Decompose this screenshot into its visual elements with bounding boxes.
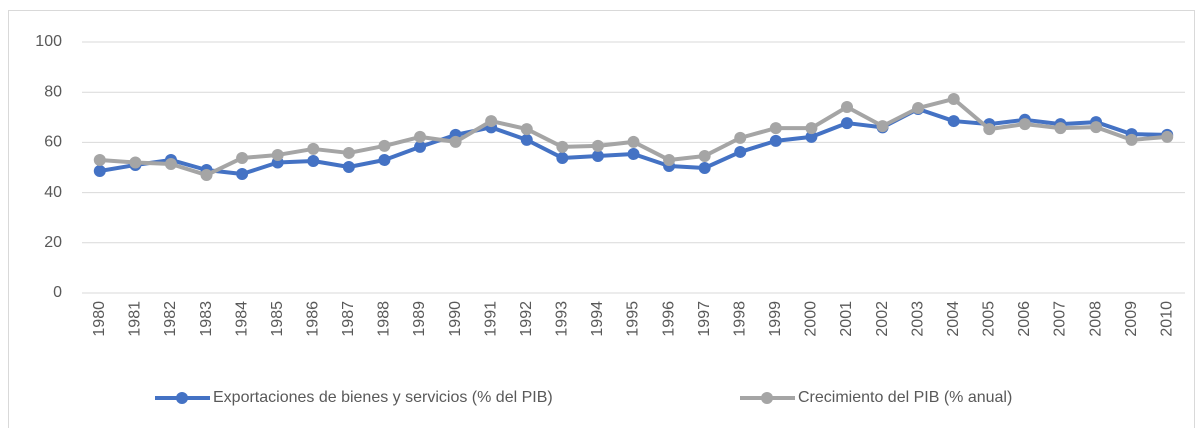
series-marker [93, 165, 106, 178]
series-marker [556, 140, 569, 153]
series-marker [164, 157, 177, 170]
chart-frame [8, 10, 1195, 431]
series-marker [734, 131, 747, 144]
series-marker [520, 123, 533, 136]
x-tick-label: 1982 [162, 301, 179, 337]
series-marker [627, 135, 640, 148]
series-marker [378, 139, 391, 152]
x-tick-label: 2002 [874, 301, 891, 337]
series-marker [307, 154, 320, 167]
x-tick-label: 1991 [482, 301, 499, 337]
x-tick-label: 2007 [1052, 301, 1069, 337]
series-marker [485, 115, 498, 128]
legend-marker [176, 392, 188, 404]
series-marker [947, 92, 960, 105]
x-tick-label: 2004 [945, 301, 962, 337]
x-tick-label: 1995 [625, 301, 642, 337]
legend-label: Exportaciones de bienes y servicios (% d… [213, 389, 553, 406]
series-marker [1161, 130, 1174, 143]
series-marker [236, 151, 249, 164]
series-marker [556, 151, 569, 164]
series-marker [840, 117, 853, 130]
x-tick-label: 1989 [411, 301, 428, 337]
series-marker [591, 139, 604, 152]
series-marker [769, 134, 782, 147]
x-tick-label: 1984 [233, 301, 250, 337]
series-marker [698, 162, 711, 175]
series-marker [236, 168, 249, 181]
series-marker [663, 153, 676, 166]
x-tick-label: 1990 [447, 301, 464, 337]
series-marker [200, 169, 213, 182]
series-marker [449, 135, 462, 148]
x-tick-label: 2005 [981, 301, 998, 337]
x-tick-label: 1998 [731, 301, 748, 337]
x-tick-label: 1988 [376, 301, 393, 337]
x-tick-label: 1994 [589, 301, 606, 337]
y-tick-label: 80 [44, 83, 62, 100]
legend-label: Crecimiento del PIB (% anual) [798, 389, 1012, 406]
y-tick-label: 0 [53, 284, 62, 301]
x-tick-label: 1985 [269, 301, 286, 337]
legend-marker [761, 392, 773, 404]
series-marker [414, 140, 427, 153]
y-tick-label: 100 [35, 33, 62, 50]
series-marker [734, 145, 747, 158]
series-marker [983, 123, 996, 136]
y-tick-label: 40 [44, 184, 62, 201]
series-marker [414, 130, 427, 143]
series-marker [805, 130, 818, 143]
y-tick-label: 60 [44, 134, 62, 151]
series-marker [627, 147, 640, 160]
series-marker [876, 120, 889, 133]
x-tick-label: 2006 [1016, 301, 1033, 337]
x-tick-label: 1999 [767, 301, 784, 337]
series-marker [1018, 118, 1031, 131]
series-marker [805, 122, 818, 135]
series-marker [1090, 121, 1103, 134]
series-marker [1125, 133, 1138, 146]
series-marker [342, 146, 355, 159]
x-tick-label: 1981 [127, 301, 144, 337]
series-marker [698, 149, 711, 162]
series-marker [840, 101, 853, 114]
x-tick-label: 1996 [660, 301, 677, 337]
y-tick-label: 20 [44, 234, 62, 251]
x-tick-label: 1987 [340, 301, 357, 337]
series-marker [591, 149, 604, 162]
series-marker [271, 148, 284, 161]
x-tick-label: 1992 [518, 301, 535, 337]
series-marker [93, 153, 106, 166]
series-marker [912, 102, 925, 115]
series-marker [342, 160, 355, 173]
series-marker [307, 142, 320, 155]
x-tick-label: 2003 [909, 301, 926, 337]
x-tick-label: 2000 [803, 301, 820, 337]
x-tick-label: 1997 [696, 301, 713, 337]
x-tick-label: 2008 [1087, 301, 1104, 337]
x-tick-label: 2010 [1158, 301, 1175, 337]
series-marker [769, 122, 782, 135]
x-tick-label: 1980 [91, 301, 108, 337]
series-marker [1054, 122, 1067, 135]
x-tick-label: 1983 [198, 301, 215, 337]
x-tick-label: 1993 [554, 301, 571, 337]
x-tick-label: 1986 [304, 301, 321, 337]
x-tick-label: 2009 [1123, 301, 1140, 337]
series-marker [129, 156, 142, 169]
series-marker [378, 153, 391, 166]
x-tick-label: 2001 [838, 301, 855, 337]
series-marker [520, 133, 533, 146]
series-marker [947, 115, 960, 128]
